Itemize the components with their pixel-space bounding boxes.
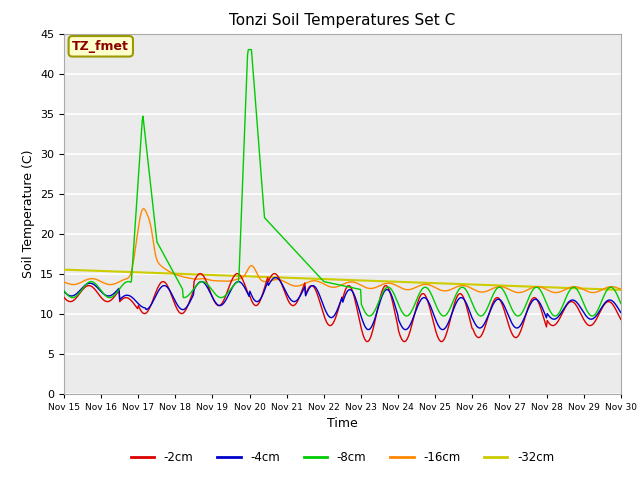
Legend: -2cm, -4cm, -8cm, -16cm, -32cm: -2cm, -4cm, -8cm, -16cm, -32cm: [126, 446, 559, 469]
Y-axis label: Soil Temperature (C): Soil Temperature (C): [22, 149, 35, 278]
X-axis label: Time: Time: [327, 417, 358, 430]
Title: Tonzi Soil Temperatures Set C: Tonzi Soil Temperatures Set C: [229, 13, 456, 28]
Text: TZ_fmet: TZ_fmet: [72, 40, 129, 53]
